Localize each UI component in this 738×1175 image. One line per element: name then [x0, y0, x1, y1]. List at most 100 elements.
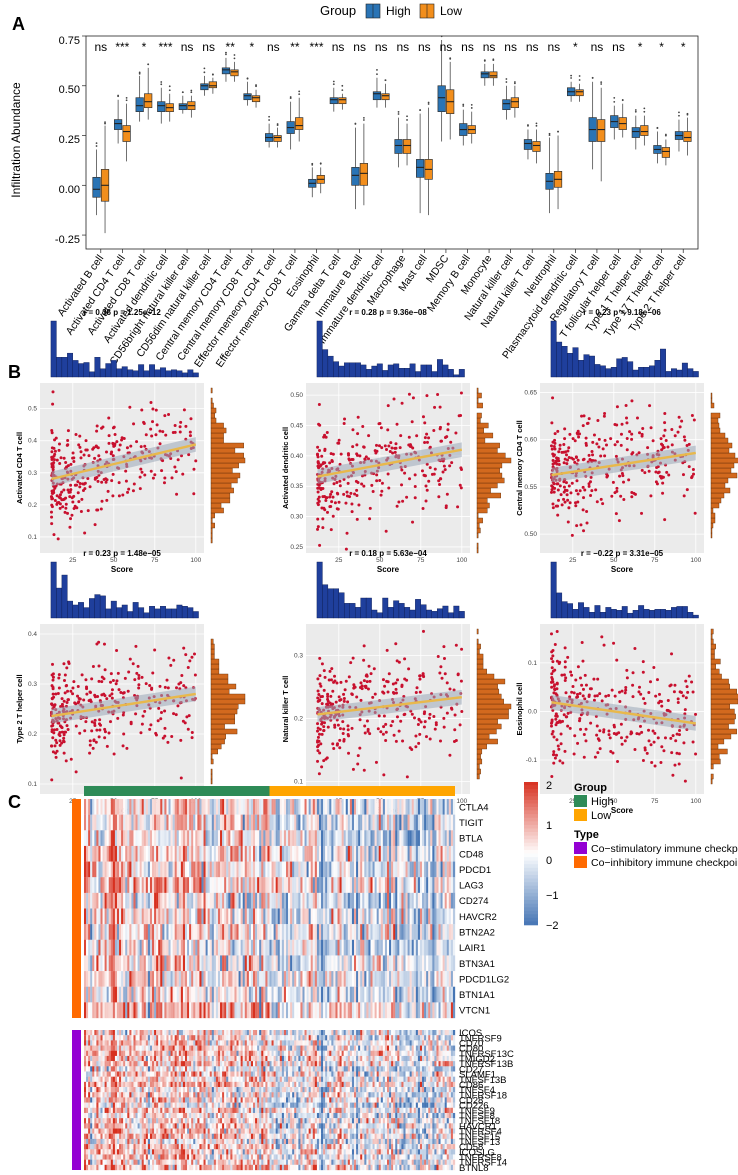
heatmap-cell — [193, 799, 196, 815]
heatmap-cell — [434, 845, 437, 862]
heatmap-cell — [389, 814, 392, 831]
scatter-point — [99, 507, 103, 511]
heatmap-cell — [137, 845, 140, 862]
heatmap-cell — [415, 845, 419, 862]
heatmap-cell — [174, 955, 177, 972]
scatter-point — [676, 697, 680, 701]
scatter-point — [385, 679, 389, 683]
scatter-point — [100, 499, 104, 503]
heatmap-cell — [182, 877, 186, 893]
scatter-point — [163, 726, 167, 730]
heatmap-cell — [160, 971, 163, 987]
heatmap-cell — [248, 955, 252, 972]
heatmap-cell — [209, 845, 212, 862]
box-high — [135, 71, 144, 122]
heatmap-cell — [354, 877, 357, 893]
histogram-right-bar — [476, 447, 498, 454]
heatmap-cell — [294, 799, 297, 815]
scatter-point — [428, 712, 432, 716]
scatter-point — [64, 759, 68, 763]
scatter-point — [342, 727, 346, 731]
box-body — [243, 93, 252, 101]
scatter-point — [154, 733, 158, 737]
heatmap-cell — [168, 955, 171, 972]
scatter-title: r = −0.22 p = 3.31e−05 — [581, 549, 664, 558]
scatter-point — [84, 720, 88, 724]
scatter-point — [364, 455, 368, 459]
scatter-point — [556, 457, 560, 461]
heatmap-cell — [333, 799, 336, 815]
scatter-point — [401, 739, 405, 743]
heatmap-cell — [376, 892, 379, 909]
heatmap-cell — [292, 877, 295, 893]
scatter-point — [437, 479, 441, 483]
scatter-point — [341, 731, 345, 735]
heatmap-cell — [215, 861, 219, 878]
heatmap-row — [84, 955, 456, 972]
box-outlier — [246, 77, 249, 80]
heatmap-cell — [296, 892, 299, 909]
histogram-top-bar — [322, 349, 329, 378]
heatmap-cell — [374, 939, 377, 956]
heatmap-cell — [298, 939, 301, 956]
heatmap-cell — [424, 830, 427, 847]
box-body — [402, 139, 412, 154]
heatmap-cell — [304, 924, 307, 940]
scatter-point — [357, 503, 361, 507]
heatmap-cell — [100, 955, 103, 972]
heatmap-cell — [230, 908, 233, 925]
heatmap-cell — [302, 799, 305, 815]
heatmap-cell — [172, 799, 175, 815]
a-ytick: 0.00 — [59, 184, 80, 196]
heatmap-cell — [149, 877, 153, 893]
histogram-right-bar — [710, 778, 713, 785]
heatmap-cell — [152, 924, 155, 940]
scatter-point — [367, 664, 371, 668]
scatter-point — [88, 743, 92, 747]
heatmap-cell — [432, 924, 435, 940]
heatmap-cell — [145, 861, 149, 878]
scatter-point — [353, 492, 357, 496]
scatter-point — [578, 691, 582, 695]
scatter-point — [333, 674, 337, 678]
heatmap-cell — [207, 861, 210, 878]
heatmap-cell — [156, 955, 159, 972]
heatmap-cell — [438, 924, 441, 940]
box-outlier — [513, 81, 516, 83]
heatmap-cell — [312, 861, 315, 878]
heatmap-cell — [314, 877, 318, 893]
scatter-point — [134, 712, 138, 716]
histogram-top-bar — [187, 369, 194, 378]
heatmap-cell — [285, 908, 289, 925]
heatmap-cell — [452, 845, 456, 862]
heatmap-cell — [158, 939, 161, 956]
histogram-top-bar — [176, 370, 183, 378]
scatter-point — [411, 396, 415, 400]
heatmap-cell — [172, 908, 175, 925]
heatmap-cell — [92, 939, 95, 956]
heatmap-cell — [166, 845, 169, 862]
heatmap-cell — [228, 799, 231, 815]
scatter-point — [425, 488, 429, 492]
heatmap-cell — [92, 830, 95, 847]
heatmap-cell — [199, 955, 202, 972]
box-outlier — [427, 101, 430, 104]
heatmap-cell — [222, 845, 225, 862]
scatter-ytick: 0.50 — [290, 392, 303, 399]
scatter-plot: r = 0.18 p = 5.63e−042550751000.10.20.3S… — [281, 549, 512, 815]
heatmap-cell — [354, 924, 357, 940]
heatmap-cell — [366, 892, 369, 909]
scatter-point — [690, 474, 694, 478]
heatmap-cell — [236, 908, 239, 925]
heatmap-cell — [267, 830, 270, 847]
heatmap-cell — [174, 924, 177, 940]
heatmap-cell — [164, 877, 167, 893]
heatmap-cell — [277, 814, 280, 831]
histogram-top-bar — [616, 358, 623, 378]
heatmap-cell — [442, 955, 445, 972]
heatmap-cell — [125, 939, 128, 956]
heatmap-cell — [403, 861, 406, 878]
heatmap-cell — [426, 799, 429, 815]
scatter-point — [588, 480, 592, 484]
heatmap-cell — [424, 799, 427, 815]
